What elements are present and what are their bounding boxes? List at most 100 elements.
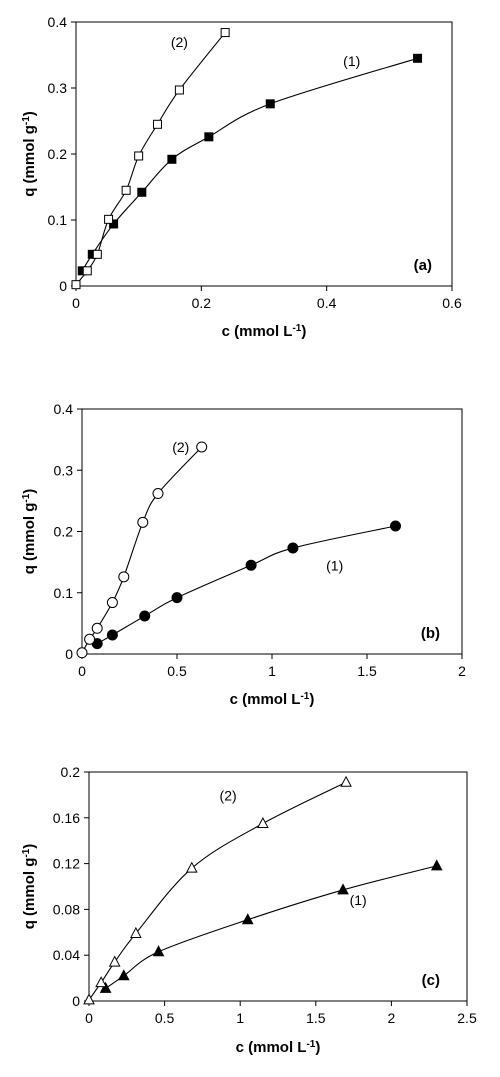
series: (2) bbox=[76, 439, 208, 659]
data-point bbox=[104, 214, 114, 224]
series-label: (2) bbox=[171, 34, 188, 50]
y-tick-label: 0.12 bbox=[53, 856, 80, 872]
plot-frame bbox=[88, 771, 468, 1002]
data-point bbox=[71, 280, 81, 290]
y-tick-label: 0.16 bbox=[53, 810, 80, 826]
data-point bbox=[185, 861, 198, 873]
data-point bbox=[152, 488, 164, 500]
data-point bbox=[91, 622, 103, 634]
x-tick-label: 0.2 bbox=[192, 295, 212, 311]
panel-label: (b) bbox=[421, 625, 440, 642]
x-tick-label: 1 bbox=[268, 663, 276, 679]
y-tick-label: 0.4 bbox=[54, 401, 74, 417]
data-point bbox=[84, 633, 96, 645]
series-line bbox=[88, 781, 347, 1001]
data-point bbox=[196, 441, 208, 453]
y-tick-label: 0.3 bbox=[48, 80, 68, 96]
x-tick-label: 0.4 bbox=[317, 295, 337, 311]
y-tick-label: 0.2 bbox=[54, 524, 74, 540]
panel-label: (c) bbox=[422, 972, 440, 989]
x-tick-label: 0 bbox=[72, 295, 80, 311]
x-tick-label: 2 bbox=[458, 663, 466, 679]
chart-panel: 0 0.1 0.2 0.3 0.4 0 0.2 0.4 0.6 c (mmol L-1) q (mm… bbox=[21, 14, 462, 340]
data-point bbox=[139, 610, 151, 622]
x-tick-label: 2.5 bbox=[457, 1010, 477, 1026]
series-label: (1) bbox=[326, 558, 343, 574]
x-tick-label: 1.5 bbox=[306, 1010, 326, 1026]
x-tick-label: 0 bbox=[85, 1010, 93, 1026]
x-tick-label: 0 bbox=[78, 663, 86, 679]
data-point bbox=[204, 132, 214, 142]
series: (2) bbox=[71, 28, 230, 290]
series: (2) bbox=[83, 775, 352, 1005]
data-point bbox=[390, 520, 401, 532]
y-tick-label: 0.04 bbox=[53, 947, 80, 963]
data-point bbox=[430, 859, 443, 871]
chart-panel: 0 0.04 0.08 0.12 0.16 0.2 0 0.5 1 1.5 2 2.5 c (mmol … bbox=[21, 764, 477, 1056]
series: (1) bbox=[77, 53, 423, 276]
data-point bbox=[241, 913, 254, 925]
y-tick-label: 0 bbox=[65, 646, 73, 662]
x-axis-label: c (mmol L-1) bbox=[222, 323, 307, 341]
y-tick-label: 0.1 bbox=[54, 585, 74, 601]
data-point bbox=[137, 187, 147, 197]
data-point bbox=[245, 559, 257, 571]
series-line bbox=[81, 446, 203, 654]
data-point bbox=[95, 976, 107, 988]
data-point bbox=[82, 266, 92, 276]
data-point bbox=[130, 926, 142, 938]
y-tick-label: 0.1 bbox=[48, 212, 68, 228]
y-tick-label: 0.2 bbox=[48, 146, 68, 162]
data-point bbox=[134, 151, 144, 161]
data-point bbox=[152, 945, 165, 957]
x-tick-label: 2 bbox=[388, 1010, 396, 1026]
x-tick-label: 0.5 bbox=[167, 663, 187, 679]
data-point bbox=[167, 154, 177, 164]
data-point bbox=[174, 85, 184, 95]
series-label: (2) bbox=[220, 788, 237, 804]
x-tick-label: 0.5 bbox=[155, 1010, 175, 1026]
data-point bbox=[106, 597, 118, 609]
data-point bbox=[137, 516, 149, 528]
series-label: (1) bbox=[350, 892, 367, 908]
data-point bbox=[108, 955, 121, 967]
series-label: (2) bbox=[172, 439, 189, 455]
data-point bbox=[287, 542, 299, 554]
series-line bbox=[81, 57, 418, 272]
x-tick-label: 0.6 bbox=[442, 295, 462, 311]
x-axis-label: c (mmol L-1) bbox=[236, 1039, 321, 1057]
series: (1) bbox=[91, 520, 401, 650]
data-point bbox=[265, 99, 275, 109]
data-point bbox=[340, 775, 352, 787]
x-axis-label: c (mmol L-1) bbox=[230, 691, 315, 709]
data-point bbox=[220, 28, 230, 38]
data-point bbox=[121, 185, 131, 195]
panel-label: (a) bbox=[414, 257, 432, 274]
data-point bbox=[171, 592, 183, 604]
series-line bbox=[75, 32, 226, 286]
series-label: (1) bbox=[343, 53, 360, 69]
data-point bbox=[76, 647, 88, 659]
y-axis-label: q (mmol g-1) bbox=[21, 111, 39, 197]
y-tick-label: 0.08 bbox=[53, 901, 80, 917]
series-line bbox=[96, 525, 396, 645]
y-tick-label: 0 bbox=[59, 278, 67, 294]
plot-frame bbox=[75, 21, 453, 287]
data-point bbox=[83, 993, 95, 1005]
data-point bbox=[257, 816, 269, 829]
data-point bbox=[92, 249, 102, 259]
y-tick-label: 0.3 bbox=[54, 462, 74, 478]
series-line bbox=[105, 865, 437, 989]
data-point bbox=[106, 629, 118, 641]
data-point bbox=[337, 883, 349, 895]
data-point bbox=[109, 219, 119, 229]
series: (1) bbox=[99, 859, 443, 993]
chart-panel: 0 0.1 0.2 0.3 0.4 0 0.5 1 1.5 2 c (mmol L-1) q (mmo… bbox=[21, 401, 467, 708]
y-axis-label: q (mmol g-1) bbox=[21, 489, 39, 575]
y-tick-label: 0.4 bbox=[48, 14, 68, 30]
data-point bbox=[99, 981, 112, 993]
data-point bbox=[117, 969, 130, 981]
y-tick-label: 0.2 bbox=[61, 764, 81, 780]
data-point bbox=[152, 119, 162, 129]
